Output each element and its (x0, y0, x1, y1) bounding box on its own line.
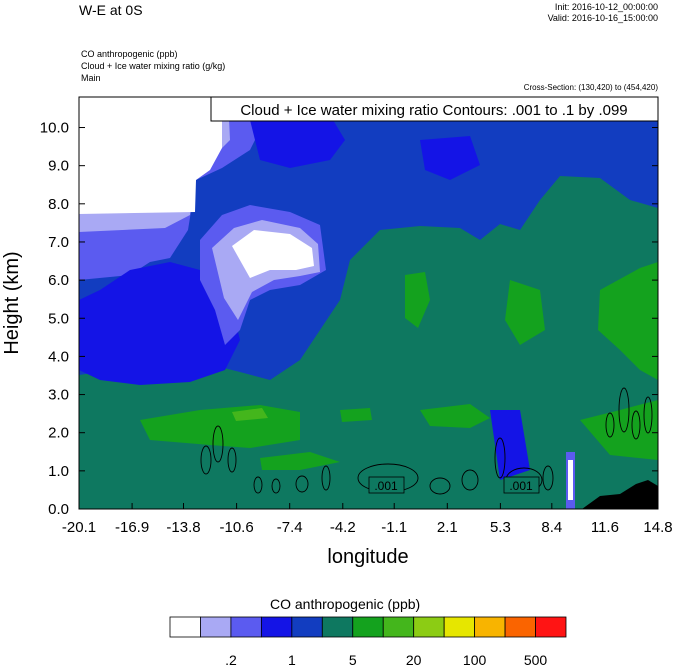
colorbar-swatch (474, 616, 506, 638)
colorbar-tick-label: .2 (225, 652, 237, 667)
x-tick-label: -4.2 (330, 519, 356, 536)
colorbar-swatch (200, 616, 232, 638)
contour-info-text: Cloud + Ice water mixing ratio Contours:… (240, 102, 627, 119)
field-line-co: CO anthropogenic (ppb) (81, 49, 178, 59)
y-tick-label: 2.0 (48, 425, 69, 442)
colorbar-tick-label: 5 (349, 652, 357, 667)
y-axis: 0.0 1.0 2.0 3.0 4.0 5.0 6.0 7.0 8.0 9.0 10.0 (40, 120, 658, 518)
contour-label-1: .001 (374, 479, 398, 493)
x-axis-label: longitude (327, 546, 408, 568)
colorbar-swatch (413, 616, 445, 638)
x-tick-label: 5.3 (490, 519, 511, 536)
colorbar-tick-label: 20 (406, 652, 422, 667)
x-tick-label: 11.6 (591, 519, 619, 536)
colorbar-swatch (260, 616, 293, 638)
field-line-main: Main (81, 73, 101, 83)
colorbar-labels: .2 1 5 20 100 500 (225, 652, 547, 667)
y-tick-label: 6.0 (48, 272, 69, 289)
y-tick-label: 0.0 (48, 501, 69, 518)
x-axis: -20.1 -16.9 -13.8 -10.6 -7.4 -4.2 -1.1 2.1 5.3 8.… (62, 503, 673, 536)
contour-label-2: .001 (509, 479, 533, 493)
plot-title: W-E at 0S (79, 2, 143, 18)
field-line-cloud: Cloud + Ice water mixing ratio (g/kg) (81, 61, 226, 71)
y-tick-label: 5.0 (48, 310, 69, 327)
x-tick-label: -7.4 (277, 519, 303, 536)
colorbar-swatch (321, 616, 354, 638)
colorbar-tick-label: 500 (524, 652, 548, 667)
colorbar-swatch (291, 616, 323, 638)
colorbar-swatch (504, 616, 536, 638)
colorbar-swatch (169, 616, 201, 638)
y-tick-label: 1.0 (48, 463, 69, 480)
colorbar-swatch (352, 616, 384, 638)
x-tick-label: 14.8 (643, 519, 672, 536)
y-tick-label: 10.0 (40, 120, 69, 137)
colorbar-title: CO anthropogenic (ppb) (270, 596, 421, 612)
contour-label-box-1: .001 (368, 476, 405, 494)
y-axis-label: Height (km) (1, 251, 23, 354)
colorbar (169, 616, 567, 638)
valid-time: Valid: 2016-10-16_15:00:00 (547, 13, 658, 23)
colorbar-swatch (535, 616, 567, 638)
init-time: Init: 2016-10-12_00:00:00 (554, 2, 658, 12)
y-tick-label: 4.0 (48, 348, 69, 365)
x-tick-label: 2.1 (437, 519, 458, 536)
co-filled-contours (79, 97, 658, 509)
x-tick-label: -1.1 (381, 519, 407, 536)
y-tick-label: 8.0 (48, 196, 69, 213)
x-tick-label: -20.1 (62, 519, 96, 536)
colorbar-swatch (230, 616, 262, 638)
y-tick-label: 9.0 (48, 158, 69, 175)
y-tick-label: 7.0 (48, 234, 69, 251)
colorbar-tick-label: 1 (288, 652, 296, 667)
contour-info-box (210, 96, 659, 122)
y-tick-label: 3.0 (48, 387, 69, 404)
colorbar-swatch (382, 616, 415, 638)
colorbar-tick-label: 100 (463, 652, 487, 667)
x-tick-label: -13.8 (166, 519, 200, 536)
x-tick-label: -16.9 (115, 519, 149, 536)
colorbar-swatch (443, 616, 476, 638)
contour-label-box-2: .001 (503, 476, 540, 494)
cross-section-label: Cross-Section: (130,420) to (454,420) (523, 83, 658, 92)
x-tick-label: -10.6 (220, 519, 254, 536)
x-tick-label: 8.4 (541, 519, 562, 536)
